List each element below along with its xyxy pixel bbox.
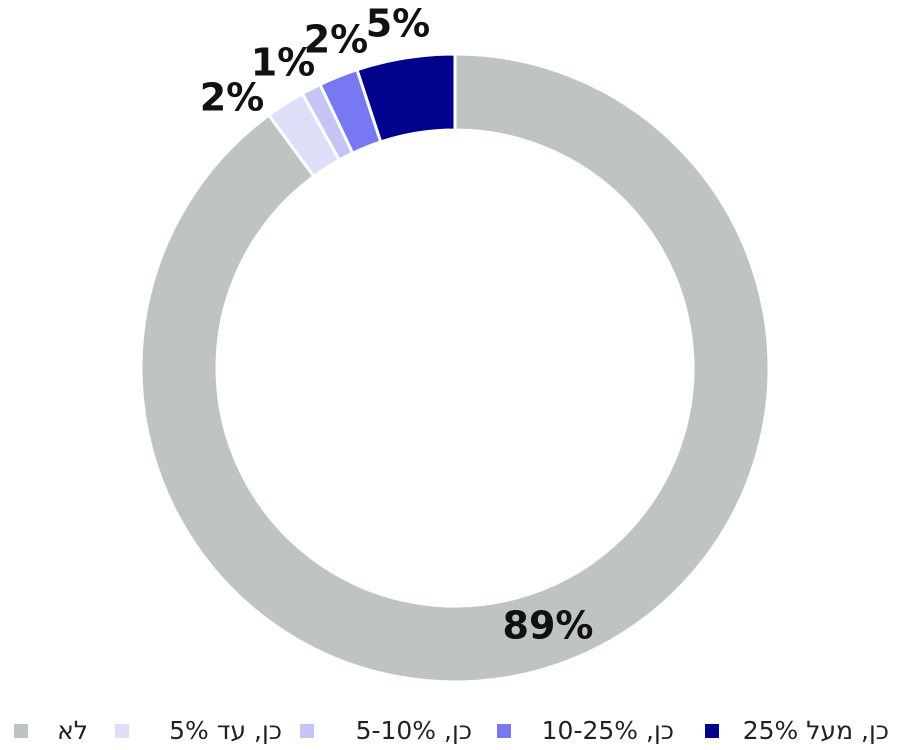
legend-swatch (14, 724, 28, 738)
legend-swatch (705, 724, 719, 738)
data-label: 89% (503, 604, 594, 648)
data-label: 2% (304, 18, 369, 62)
legend-label: כן, עד 5% (169, 716, 282, 745)
data-label: 2% (200, 76, 265, 120)
legend-label: לא (57, 716, 88, 745)
data-label: 5% (366, 2, 431, 46)
legend-label: כן, מעל 25% (743, 716, 889, 745)
legend-swatch (115, 724, 129, 738)
legend-swatch (497, 724, 511, 738)
legend-label: כן, 10-25% (542, 716, 674, 745)
donut-segment (355, 52, 457, 144)
legend-swatch (300, 724, 314, 738)
data-label: 1% (251, 41, 316, 85)
donut-segment (139, 52, 771, 684)
legend-label: כן, 5-10% (356, 716, 472, 745)
